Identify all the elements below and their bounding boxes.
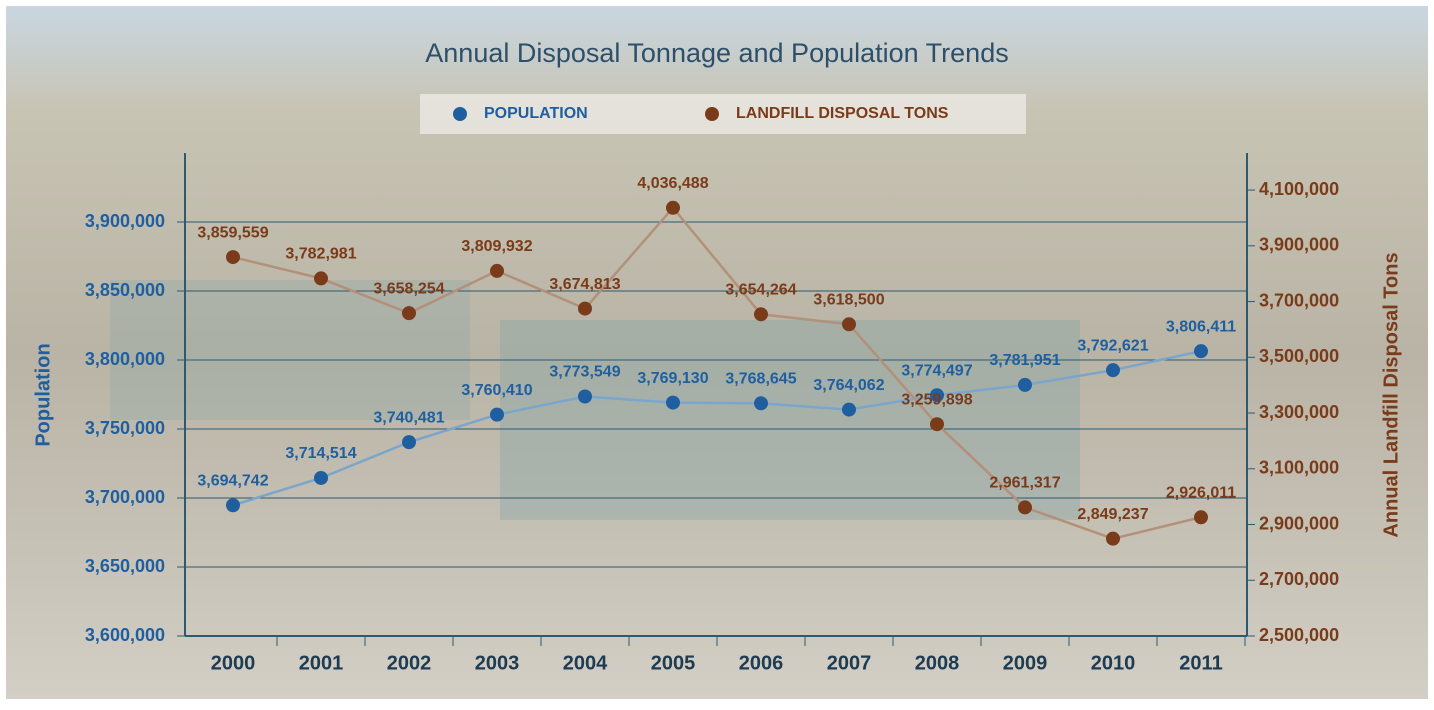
- legend-label: LANDFILL DISPOSAL TONS: [736, 105, 949, 122]
- x-tick-label: 2004: [563, 652, 608, 674]
- legend-marker: [453, 107, 467, 121]
- data-point: [402, 306, 416, 320]
- chart-title: Annual Disposal Tonnage and Population T…: [425, 38, 1008, 68]
- data-point: [1106, 532, 1120, 546]
- data-point: [402, 435, 416, 449]
- data-point: [1018, 378, 1032, 392]
- y2-tick-label: 4,100,000: [1259, 179, 1339, 199]
- y2-tick-label: 3,100,000: [1259, 458, 1339, 478]
- data-label: 4,036,488: [637, 175, 708, 192]
- data-point: [666, 396, 680, 410]
- data-point: [578, 302, 592, 316]
- data-label: 3,773,549: [549, 364, 620, 381]
- data-point: [930, 417, 944, 431]
- data-label: 3,714,514: [285, 445, 356, 462]
- x-tick-label: 2000: [211, 652, 256, 674]
- data-label: 3,654,264: [725, 282, 796, 299]
- data-point: [1018, 500, 1032, 514]
- x-tick-label: 2011: [1179, 652, 1222, 674]
- data-label: 3,782,981: [285, 246, 356, 263]
- data-label: 2,926,011: [1166, 484, 1236, 501]
- y2-tick-label: 2,700,000: [1259, 569, 1339, 589]
- x-tick-label: 2005: [651, 652, 696, 674]
- x-tick-label: 2010: [1091, 652, 1136, 674]
- data-point: [1106, 363, 1120, 377]
- data-point: [666, 201, 680, 215]
- data-label: 3,740,481: [373, 409, 444, 426]
- y-axis-title: Population: [32, 343, 54, 446]
- legend-marker: [705, 107, 719, 121]
- data-label: 3,764,062: [813, 377, 884, 394]
- data-label: 3,859,559: [197, 224, 268, 241]
- y-tick-label: 3,850,000: [85, 280, 165, 300]
- y-tick-label: 3,600,000: [85, 625, 165, 645]
- data-label: 3,658,254: [373, 280, 444, 297]
- y2-tick-label: 3,300,000: [1259, 402, 1339, 422]
- data-label: 3,259,898: [901, 391, 972, 408]
- y2-tick-label: 2,900,000: [1259, 513, 1339, 533]
- data-point: [1194, 510, 1208, 524]
- x-tick-label: 2007: [827, 652, 872, 674]
- data-point: [490, 264, 504, 278]
- y2-axis-title: Annual Landfill Disposal Tons: [1380, 252, 1402, 537]
- data-label: 2,849,237: [1077, 506, 1148, 523]
- y2-tick-label: 2,500,000: [1259, 625, 1339, 645]
- data-point: [314, 471, 328, 485]
- data-point: [1194, 344, 1208, 358]
- data-label: 3,781,951: [989, 352, 1060, 369]
- data-point: [842, 317, 856, 331]
- data-label: 3,618,500: [813, 291, 884, 308]
- chart: Annual Disposal Tonnage and Population T…: [0, 0, 1434, 705]
- data-label: 3,769,130: [637, 370, 708, 387]
- x-tick-label: 2009: [1003, 652, 1048, 674]
- data-label: 3,694,742: [197, 472, 268, 489]
- data-point: [490, 408, 504, 422]
- data-point: [842, 403, 856, 417]
- data-label: 3,760,410: [461, 382, 532, 399]
- y2-tick-label: 3,700,000: [1259, 290, 1339, 310]
- y-tick-label: 3,750,000: [85, 418, 165, 438]
- y-tick-label: 3,700,000: [85, 487, 165, 507]
- y2-tick-label: 3,900,000: [1259, 235, 1339, 255]
- x-tick-label: 2008: [915, 652, 960, 674]
- data-label: 3,768,645: [725, 370, 796, 387]
- y2-tick-label: 3,500,000: [1259, 346, 1339, 366]
- legend-label: POPULATION: [484, 105, 588, 122]
- y-tick-label: 3,900,000: [85, 211, 165, 231]
- data-point: [226, 498, 240, 512]
- data-label: 3,674,813: [549, 276, 620, 293]
- page: Annual Disposal Tonnage and Population T…: [0, 0, 1434, 710]
- x-tick-label: 2002: [387, 652, 432, 674]
- x-tick-label: 2003: [475, 652, 520, 674]
- data-label: 3,809,932: [461, 238, 532, 255]
- data-label: 3,806,411: [1166, 318, 1236, 335]
- y-tick-label: 3,650,000: [85, 556, 165, 576]
- data-label: 3,792,621: [1077, 337, 1148, 354]
- data-point: [754, 396, 768, 410]
- x-tick-label: 2006: [739, 652, 784, 674]
- y-tick-label: 3,800,000: [85, 349, 165, 369]
- x-tick-label: 2001: [299, 652, 344, 674]
- data-point: [226, 250, 240, 264]
- data-label: 2,961,317: [989, 475, 1060, 492]
- data-point: [754, 307, 768, 321]
- data-label: 3,774,497: [901, 362, 972, 379]
- data-point: [314, 271, 328, 285]
- data-point: [578, 390, 592, 404]
